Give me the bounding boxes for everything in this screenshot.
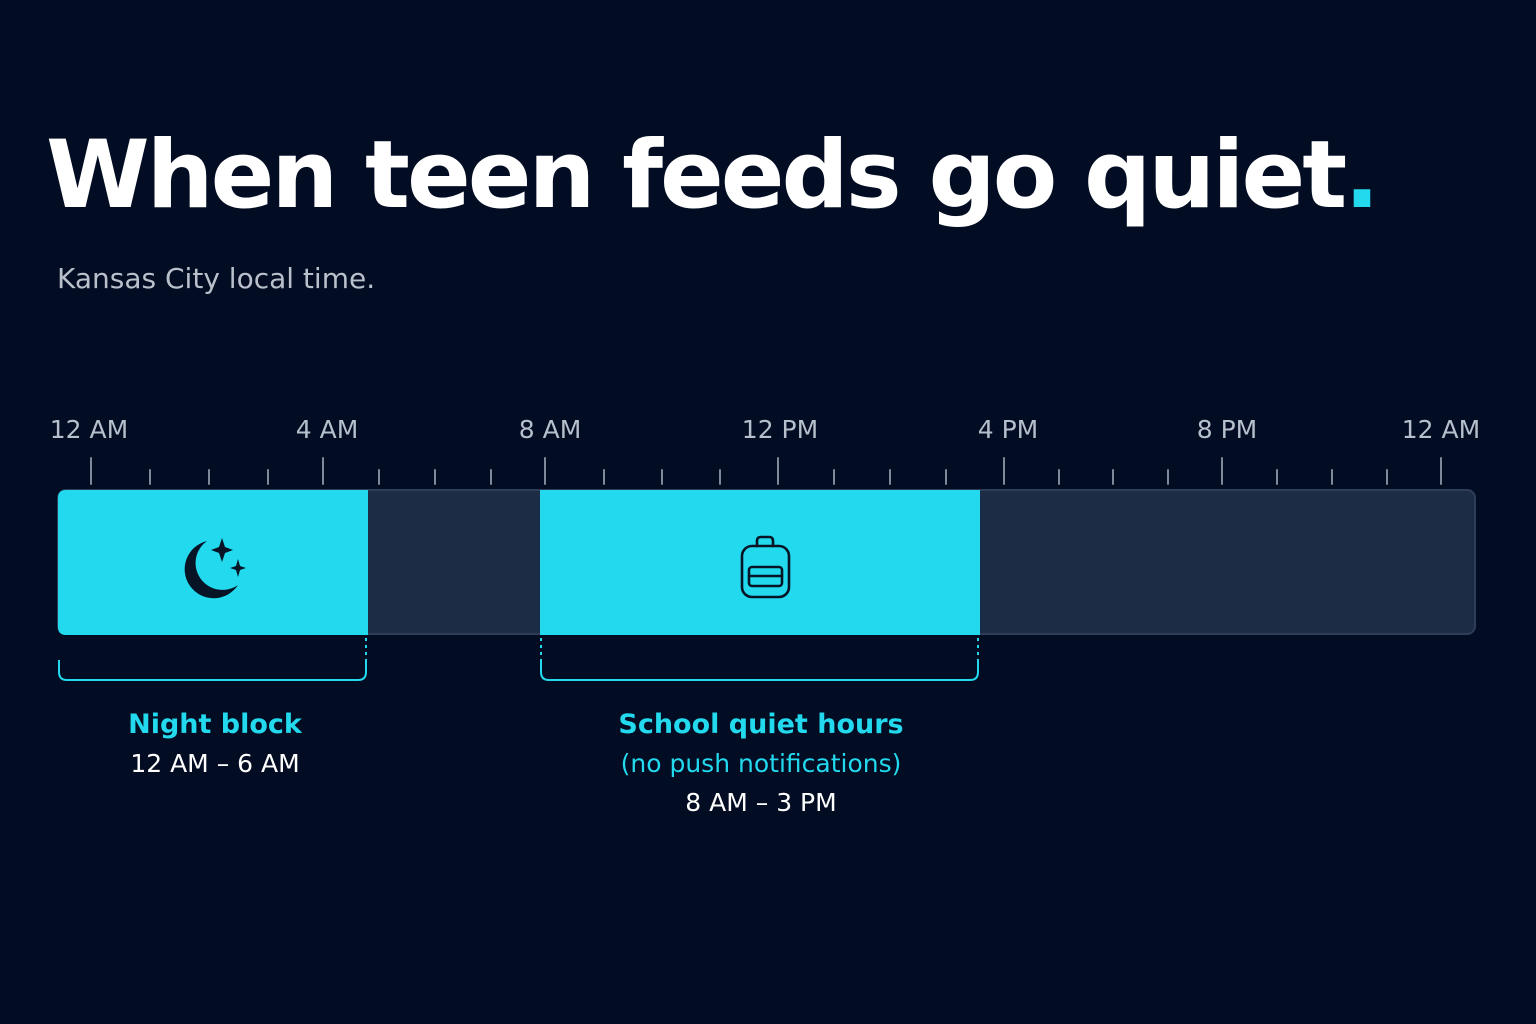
school-quiet-bracket [540,638,979,681]
night-block-bracket [58,638,367,681]
school-quiet-time: 8 AM – 3 PM [685,788,836,817]
hour-label-12am-start: 12 AM [50,415,128,444]
hour-label-4pm: 4 PM [978,415,1039,444]
tick-marks [90,457,1442,485]
page-title: When teen feeds go quiet. [46,121,1380,230]
night-block-time: 12 AM – 6 AM [130,749,299,778]
page-subtitle: Kansas City local time. [57,262,376,295]
hour-label-12am-end: 12 AM [1402,415,1480,444]
title-text: When teen feeds go quiet [46,121,1347,230]
title-accent-dot: . [1344,121,1380,230]
backpack-icon [740,535,791,599]
night-block-title: Night block [128,709,303,740]
school-quiet-segment [540,490,980,635]
hour-label-8pm: 8 PM [1197,415,1258,444]
hour-label-8am: 8 AM [519,415,582,444]
moon-stars-icon [184,538,246,599]
school-quiet-title: School quiet hours [618,709,903,740]
school-quiet-note: (no push notifications) [621,749,902,778]
night-block-segment [58,490,368,635]
hour-label-12pm: 12 PM [742,415,818,444]
hour-label-4am: 4 AM [296,415,359,444]
hour-labels: 12 AM 4 AM 8 AM 12 PM 4 PM 8 PM 12 AM [50,415,1480,444]
